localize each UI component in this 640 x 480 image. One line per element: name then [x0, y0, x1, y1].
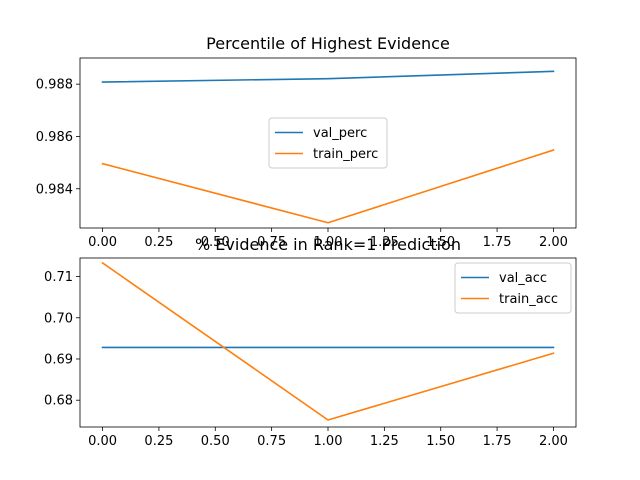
bottom-chart-xtick-label: 0.25 — [144, 434, 173, 449]
top-chart-xtick-label: 0.25 — [144, 235, 173, 250]
top-chart-series — [101, 70, 555, 224]
top-chart-ytick-label: 0.986 — [36, 130, 73, 145]
bottom-chart-ytick-label: 0.68 — [44, 394, 73, 409]
top-chart-xtick-label: 2.00 — [539, 235, 568, 250]
top-chart-series-train-perc-line — [101, 149, 555, 224]
bottom-chart-xtick-label: 1.50 — [426, 434, 455, 449]
bottom-chart-xtick-label: 2.00 — [539, 434, 568, 449]
bottom-chart-xtick-label: 0.00 — [88, 434, 117, 449]
bottom-chart-xtick-label: 0.75 — [257, 434, 286, 449]
top-chart-xtick-label: 1.50 — [426, 235, 455, 250]
top-chart-ticks: 0.00 0.25 0.50 0.75 1.00 1.25 1.50 1.75 2.00 0.98… — [36, 78, 568, 250]
top-chart-frame — [79, 57, 577, 229]
top-chart-legend: val_perc train_perc — [268, 117, 388, 169]
top-chart-ytick-label: 0.984 — [36, 182, 73, 197]
bottom-chart-legend-box — [454, 262, 572, 314]
bottom-chart-ticks: 0.00 0.25 0.50 0.75 1.00 1.25 1.50 1.75 2.00 0.68… — [44, 270, 568, 449]
bottom-chart-legend: val_acc train_acc — [454, 262, 572, 314]
top-chart-title: Percentile of Highest Evidence — [206, 34, 450, 53]
top-chart-xtick-label: 1.00 — [314, 235, 343, 250]
top-chart-ytick-label: 0.988 — [36, 78, 73, 93]
bottom-chart-ytick-label: 0.70 — [44, 311, 73, 326]
top-chart-xtick-label: 0.50 — [201, 235, 230, 250]
top-chart-xtick-label: 1.25 — [370, 235, 399, 250]
top-chart-xtick-label: 0.75 — [257, 235, 286, 250]
top-chart-legend-label: train_perc — [313, 147, 378, 162]
bottom-chart-xtick-label: 1.75 — [483, 434, 512, 449]
top-chart-xtick-label: 0.00 — [88, 235, 117, 250]
top-chart-series-val-perc-line — [101, 70, 555, 83]
bottom-chart-xtick-label: 1.00 — [314, 434, 343, 449]
top-chart-xtick-label: 1.75 — [483, 235, 512, 250]
bottom-chart-title: % Evidence in Rank=1 Prediction — [195, 235, 461, 254]
bottom-chart: % Evidence in Rank=1 Prediction 0.00 0.25… — [44, 235, 577, 449]
top-chart-legend-label: val_perc — [313, 126, 367, 141]
bottom-chart-legend-label: train_acc — [499, 292, 558, 307]
bottom-chart-series-train-acc-line — [101, 261, 555, 421]
top-chart: Percentile of Highest Evidence 0.00 0.25 0… — [36, 34, 577, 250]
top-chart-legend-box — [268, 117, 388, 169]
bottom-chart-xtick-label: 1.25 — [370, 434, 399, 449]
bottom-chart-series — [101, 261, 555, 421]
bottom-chart-ytick-label: 0.69 — [44, 352, 73, 367]
bottom-chart-frame — [79, 257, 577, 428]
bottom-chart-legend-label: val_acc — [499, 271, 547, 286]
bottom-chart-xtick-label: 0.50 — [201, 434, 230, 449]
bottom-chart-ytick-label: 0.71 — [44, 270, 73, 285]
